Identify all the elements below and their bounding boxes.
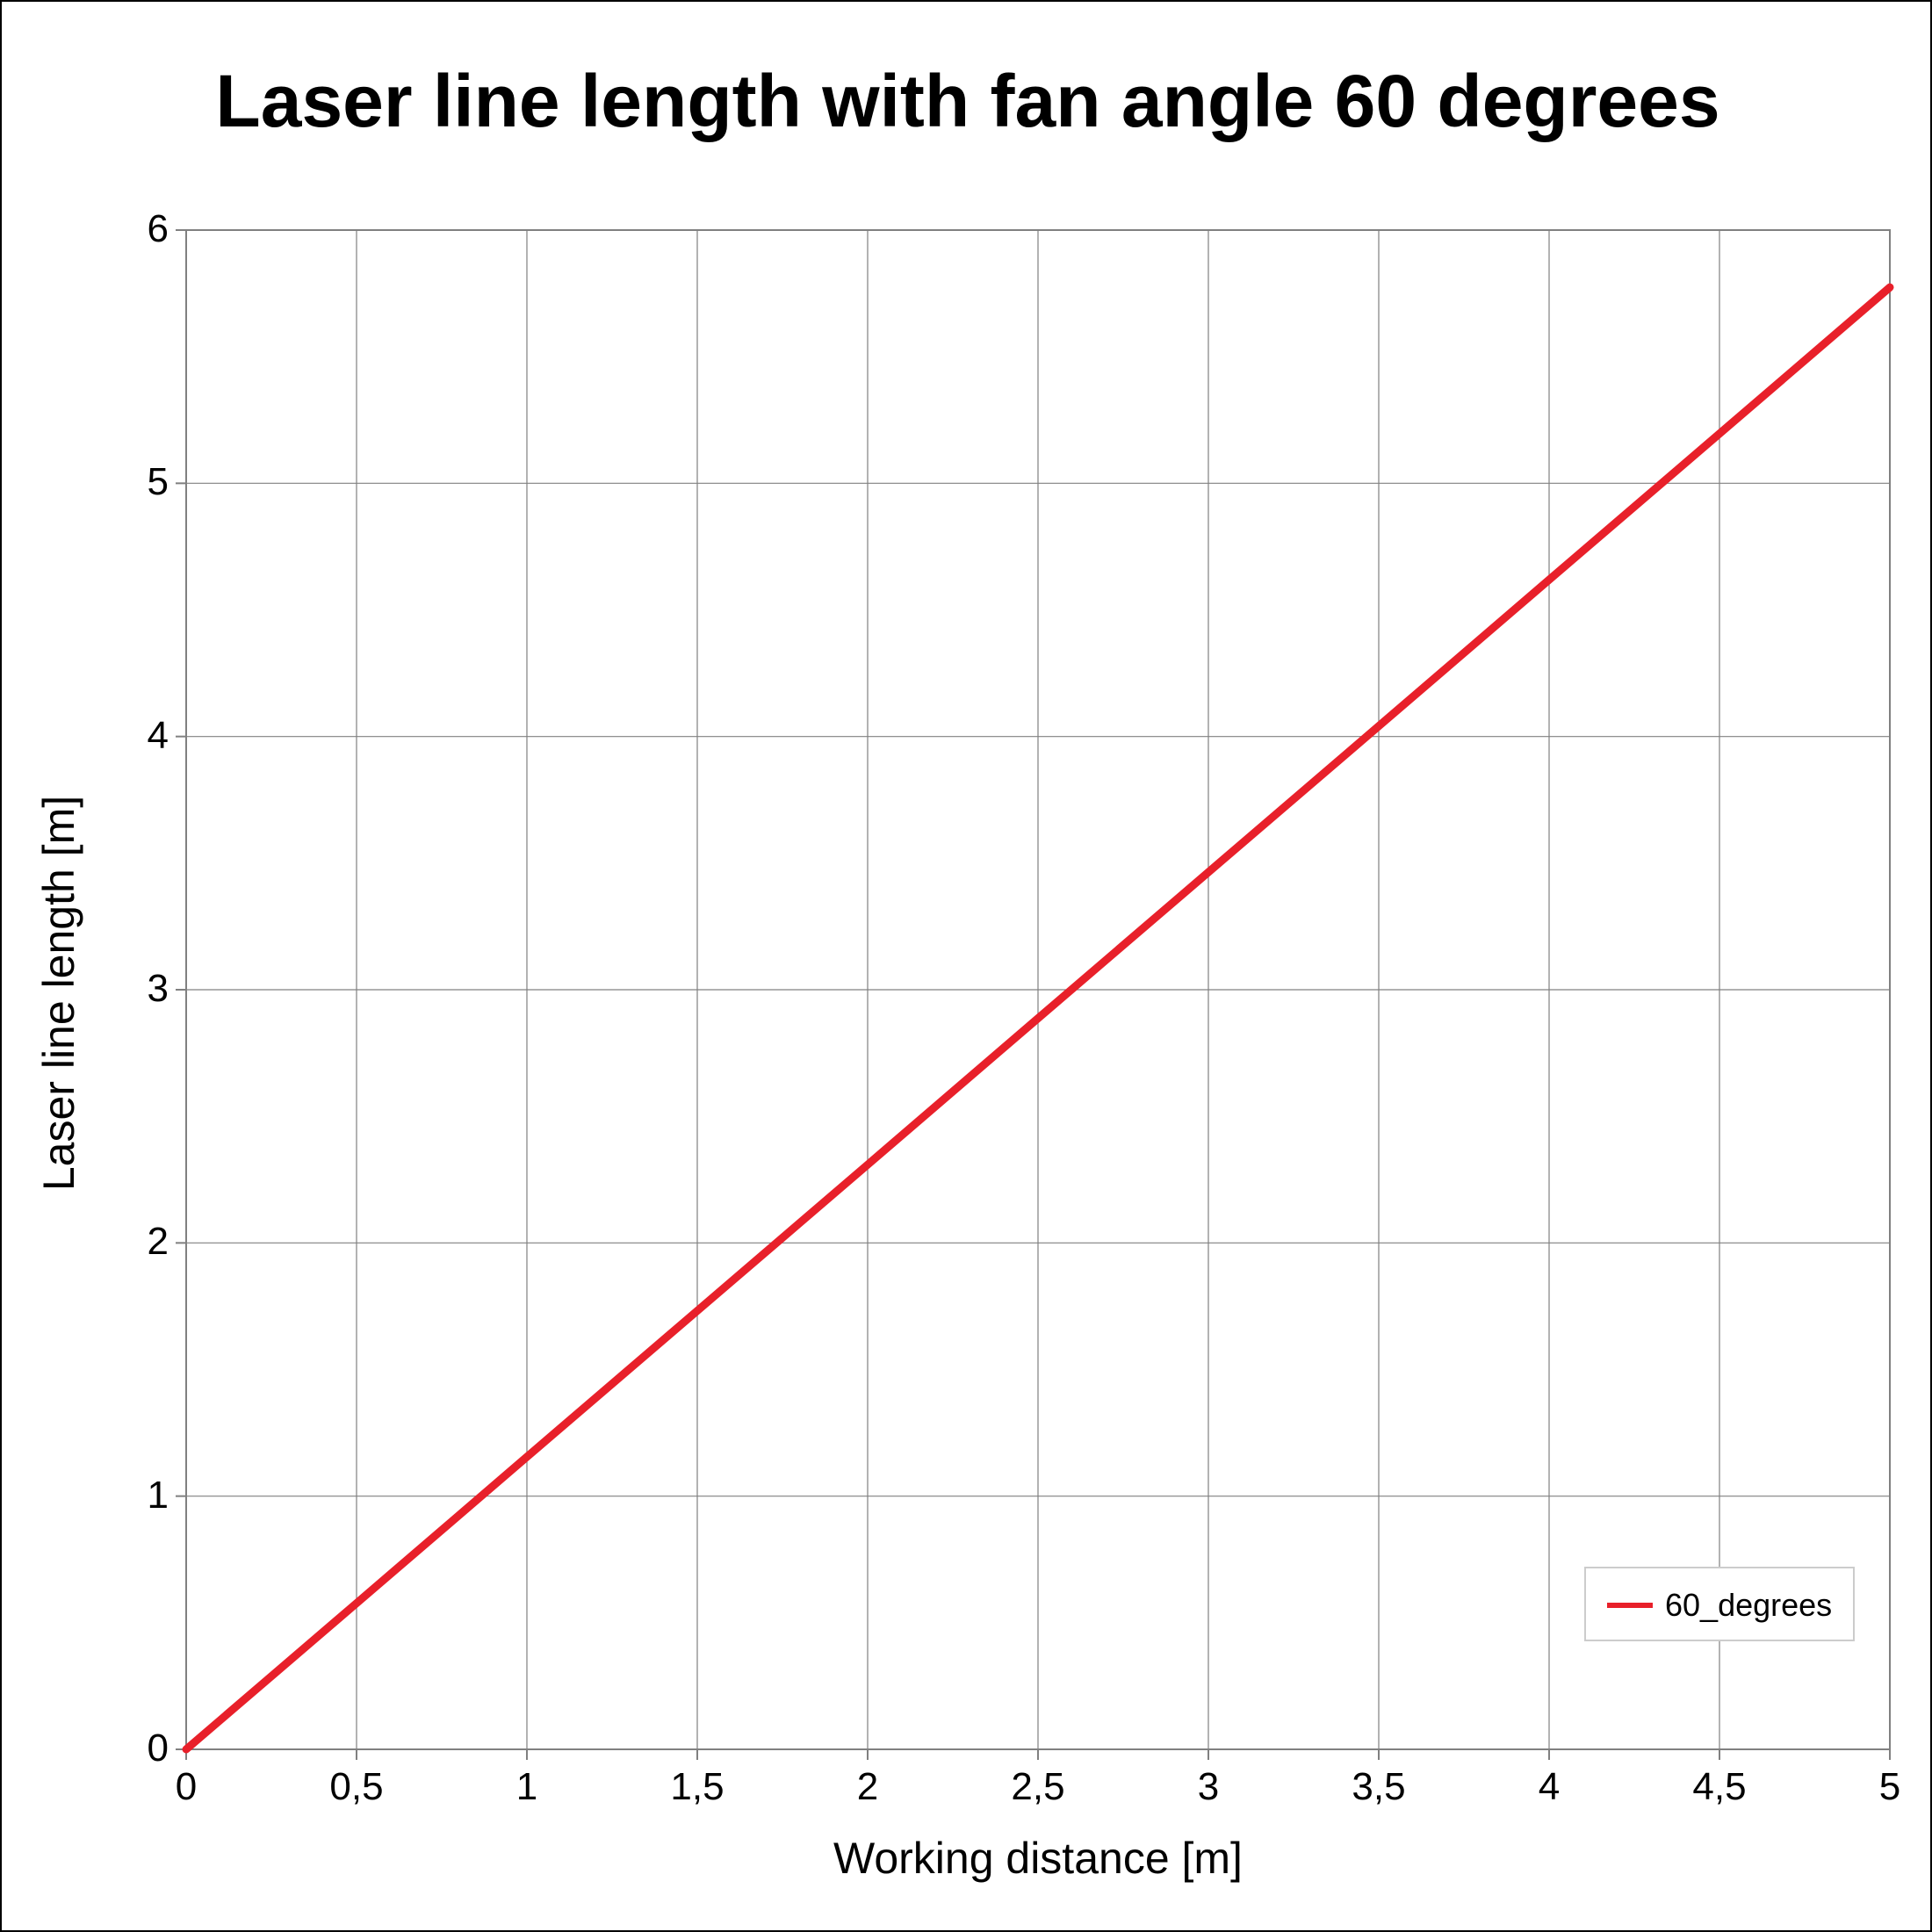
x-tick-label: 3,5 xyxy=(1326,1765,1431,1809)
x-tick-label: 4,5 xyxy=(1667,1765,1772,1809)
plot-svg xyxy=(186,230,1890,1749)
x-tick-label: 1,5 xyxy=(645,1765,750,1809)
y-tick-label: 0 xyxy=(98,1727,169,1770)
legend-swatch xyxy=(1607,1603,1653,1608)
x-tick-label: 3 xyxy=(1156,1765,1261,1809)
legend: 60_degrees xyxy=(1584,1567,1855,1640)
y-tick-label: 5 xyxy=(98,460,169,504)
y-tick-label: 1 xyxy=(98,1474,169,1517)
x-tick-label: 2,5 xyxy=(985,1765,1091,1809)
plot-area xyxy=(186,230,1890,1749)
x-tick-label: 1 xyxy=(474,1765,580,1809)
x-tick-label: 5 xyxy=(1837,1765,1932,1809)
legend-label: 60_degrees xyxy=(1665,1587,1832,1624)
y-tick-label: 2 xyxy=(98,1220,169,1264)
x-axis-label: Working distance [m] xyxy=(186,1833,1890,1884)
y-tick-label: 4 xyxy=(98,714,169,758)
chart-title: Laser line length with fan angle 60 degr… xyxy=(2,59,1932,144)
y-axis-label: Laser line length [m] xyxy=(33,234,84,1753)
legend-item: 60_degrees xyxy=(1607,1584,1832,1623)
x-tick-label: 4 xyxy=(1496,1765,1602,1809)
y-tick-label: 3 xyxy=(98,967,169,1011)
x-tick-label: 0,5 xyxy=(304,1765,409,1809)
y-tick-label: 6 xyxy=(98,207,169,251)
chart-frame: Laser line length with fan angle 60 degr… xyxy=(0,0,1932,1932)
x-tick-label: 2 xyxy=(815,1765,920,1809)
x-tick-label: 0 xyxy=(133,1765,239,1809)
